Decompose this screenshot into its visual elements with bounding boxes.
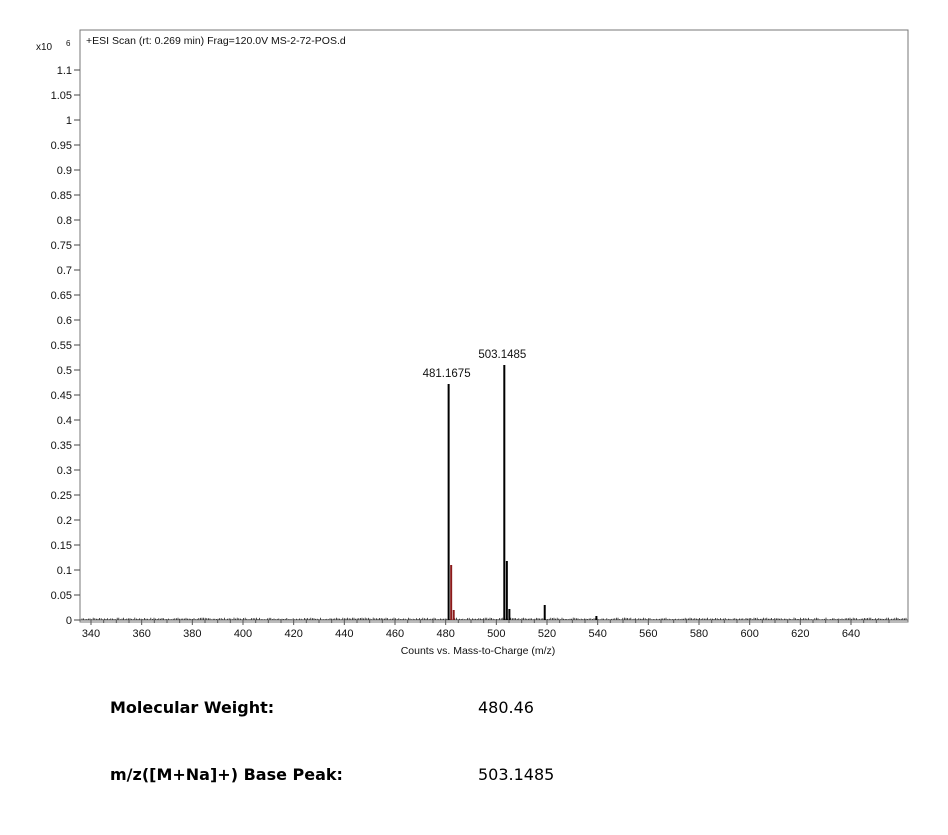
x-tick-label: 340 <box>82 628 100 640</box>
x-tick-label: 440 <box>335 628 353 640</box>
chart-title: +ESI Scan (rt: 0.269 min) Frag=120.0V MS… <box>86 35 346 47</box>
y-tick-label: 0.75 <box>51 240 72 252</box>
base-peak-value: 503.1485 <box>478 765 555 784</box>
molecular-weight-value: 480.46 <box>478 698 534 717</box>
peak-labels: 481.1675 503.1485 <box>423 349 527 380</box>
x-tick-label: 400 <box>234 628 252 640</box>
y-tick-label: 0.85 <box>51 190 72 202</box>
x-tick-label: 560 <box>639 628 657 640</box>
y-multiplier: x10 <box>36 42 53 53</box>
y-tick-label: 0.55 <box>51 340 72 352</box>
x-tick-label: 620 <box>791 628 809 640</box>
y-tick-label: 0.1 <box>57 565 72 577</box>
y-tick-label: 0.15 <box>51 540 72 552</box>
y-tick-label: 0.5 <box>57 365 72 377</box>
y-tick-label: 0.35 <box>51 440 72 452</box>
x-tick-label: 600 <box>740 628 758 640</box>
mass-spectrum-chart: +ESI Scan (rt: 0.269 min) Frag=120.0V MS… <box>36 29 909 657</box>
x-tick-label: 520 <box>538 628 556 640</box>
y-tick-label: 0.6 <box>57 315 72 327</box>
plot-frame <box>79 29 909 623</box>
y-tick-label: 0.8 <box>57 215 72 227</box>
y-tick-label: 0.2 <box>57 515 72 527</box>
y-tick-label: 0.05 <box>51 590 72 602</box>
base-peak-label: m/z([M+Na]+) Base Peak: <box>110 765 343 784</box>
y-axis: 0 0.05 0.1 0.15 0.2 0.25 0.3 0.35 0.4 0.45 0.5 0.55… <box>51 65 80 627</box>
y-tick-label: 0.3 <box>57 465 72 477</box>
x-axis: 340 360 380 400 420 440 460 480 500 520 540 560 580 6… <box>80 619 908 640</box>
y-tick-label: 0.45 <box>51 390 72 402</box>
x-tick-label: 460 <box>386 628 404 640</box>
peak-label: 503.1485 <box>478 349 526 361</box>
y-tick-label: 1.05 <box>51 90 72 102</box>
x-tick-label: 580 <box>690 628 708 640</box>
peak-label: 481.1675 <box>423 368 471 380</box>
y-tick-label: 1.1 <box>57 65 72 77</box>
y-tick-label: 0.9 <box>57 165 72 177</box>
y-tick-label: 0.7 <box>57 265 72 277</box>
y-tick-label: 0 <box>66 615 72 627</box>
molecular-weight-label: Molecular Weight: <box>110 698 275 717</box>
x-tick-label: 360 <box>132 628 150 640</box>
x-tick-label: 500 <box>487 628 505 640</box>
y-tick-label: 0.95 <box>51 140 72 152</box>
y-tick-label: 0.25 <box>51 490 72 502</box>
x-axis-label: Counts vs. Mass-to-Charge (m/z) <box>401 645 556 657</box>
y-exponent: 6 <box>66 39 71 48</box>
x-tick-label: 380 <box>183 628 201 640</box>
x-tick-label: 640 <box>842 628 860 640</box>
y-tick-label: 0.65 <box>51 290 72 302</box>
y-tick-label: 0.4 <box>57 415 72 427</box>
x-tick-label: 540 <box>588 628 606 640</box>
spectrum-peaks <box>447 365 598 620</box>
x-tick-label: 480 <box>436 628 454 640</box>
x-tick-label: 420 <box>284 628 302 640</box>
y-tick-label: 1 <box>66 115 72 127</box>
